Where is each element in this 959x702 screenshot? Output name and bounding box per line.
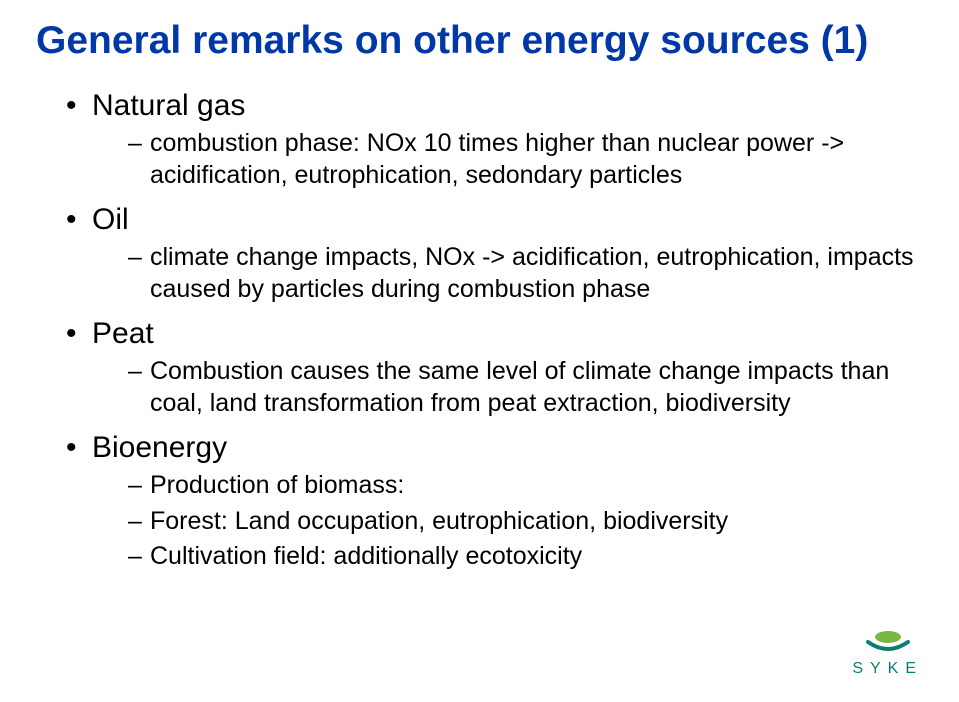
syke-logo-icon: [864, 628, 912, 656]
sub-bullet-item: climate change impacts, NOx -> acidifica…: [128, 242, 923, 305]
sub-bullet-list: Combustion causes the same level of clim…: [92, 356, 923, 419]
bullet-label: Bioenergy: [92, 431, 227, 464]
sub-bullet-item: Combustion causes the same level of clim…: [128, 356, 923, 419]
bullet-label: Oil: [92, 203, 129, 236]
sub-bullet-item: Cultivation field: additionally ecotoxic…: [128, 541, 923, 572]
bullet-list: Natural gas combustion phase: NOx 10 tim…: [36, 87, 923, 572]
bullet-item: Oil climate change impacts, NOx -> acidi…: [66, 201, 923, 305]
sub-bullet-list: Production of biomass: Forest: Land occu…: [92, 470, 923, 572]
syke-logo: SYKE: [852, 628, 923, 678]
sub-bullet-item: combustion phase: NOx 10 times higher th…: [128, 128, 923, 191]
sub-bullet-list: climate change impacts, NOx -> acidifica…: [92, 242, 923, 305]
bullet-item: Natural gas combustion phase: NOx 10 tim…: [66, 87, 923, 191]
sub-bullet-item: Forest: Land occupation, eutrophication,…: [128, 506, 923, 537]
bullet-label: Peat: [92, 317, 154, 350]
slide: General remarks on other energy sources …: [0, 0, 959, 702]
syke-logo-text: SYKE: [852, 660, 923, 678]
bullet-label: Natural gas: [92, 89, 245, 122]
sub-bullet-item: Production of biomass:: [128, 470, 923, 501]
sub-bullet-list: combustion phase: NOx 10 times higher th…: [92, 128, 923, 191]
slide-title: General remarks on other energy sources …: [36, 18, 923, 65]
bullet-item: Bioenergy Production of biomass: Forest:…: [66, 429, 923, 572]
bullet-item: Peat Combustion causes the same level of…: [66, 315, 923, 419]
